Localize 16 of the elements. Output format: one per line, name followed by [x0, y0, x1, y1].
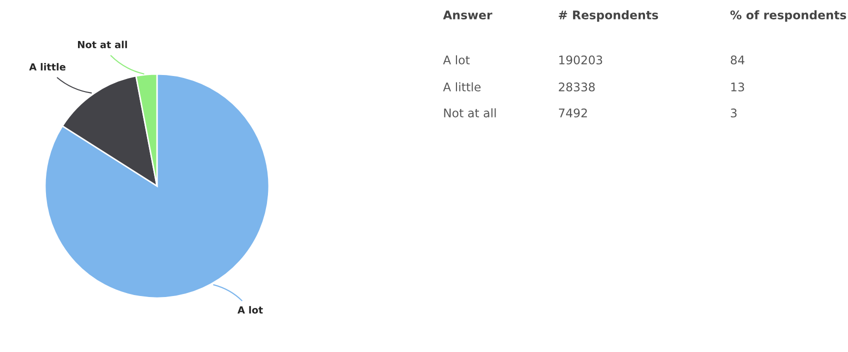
slice-label: Not at all	[78, 40, 127, 48]
text: 28338	[558, 82, 595, 92]
text: 3	[730, 108, 737, 118]
text: 190203	[559, 55, 602, 64]
text: 84	[730, 55, 744, 64]
text: 13	[731, 82, 744, 92]
text: 7492	[558, 108, 587, 118]
slice-label: A little	[29, 63, 66, 71]
text: Not at all	[444, 108, 496, 118]
text: # Respondents	[558, 10, 658, 22]
pie-slice	[44, 73, 270, 299]
slice-label: A lot	[238, 306, 263, 314]
text: % of respondents	[730, 10, 846, 22]
text: A lot	[443, 55, 470, 64]
text: A little	[443, 82, 481, 92]
text: Answer	[443, 10, 492, 20]
